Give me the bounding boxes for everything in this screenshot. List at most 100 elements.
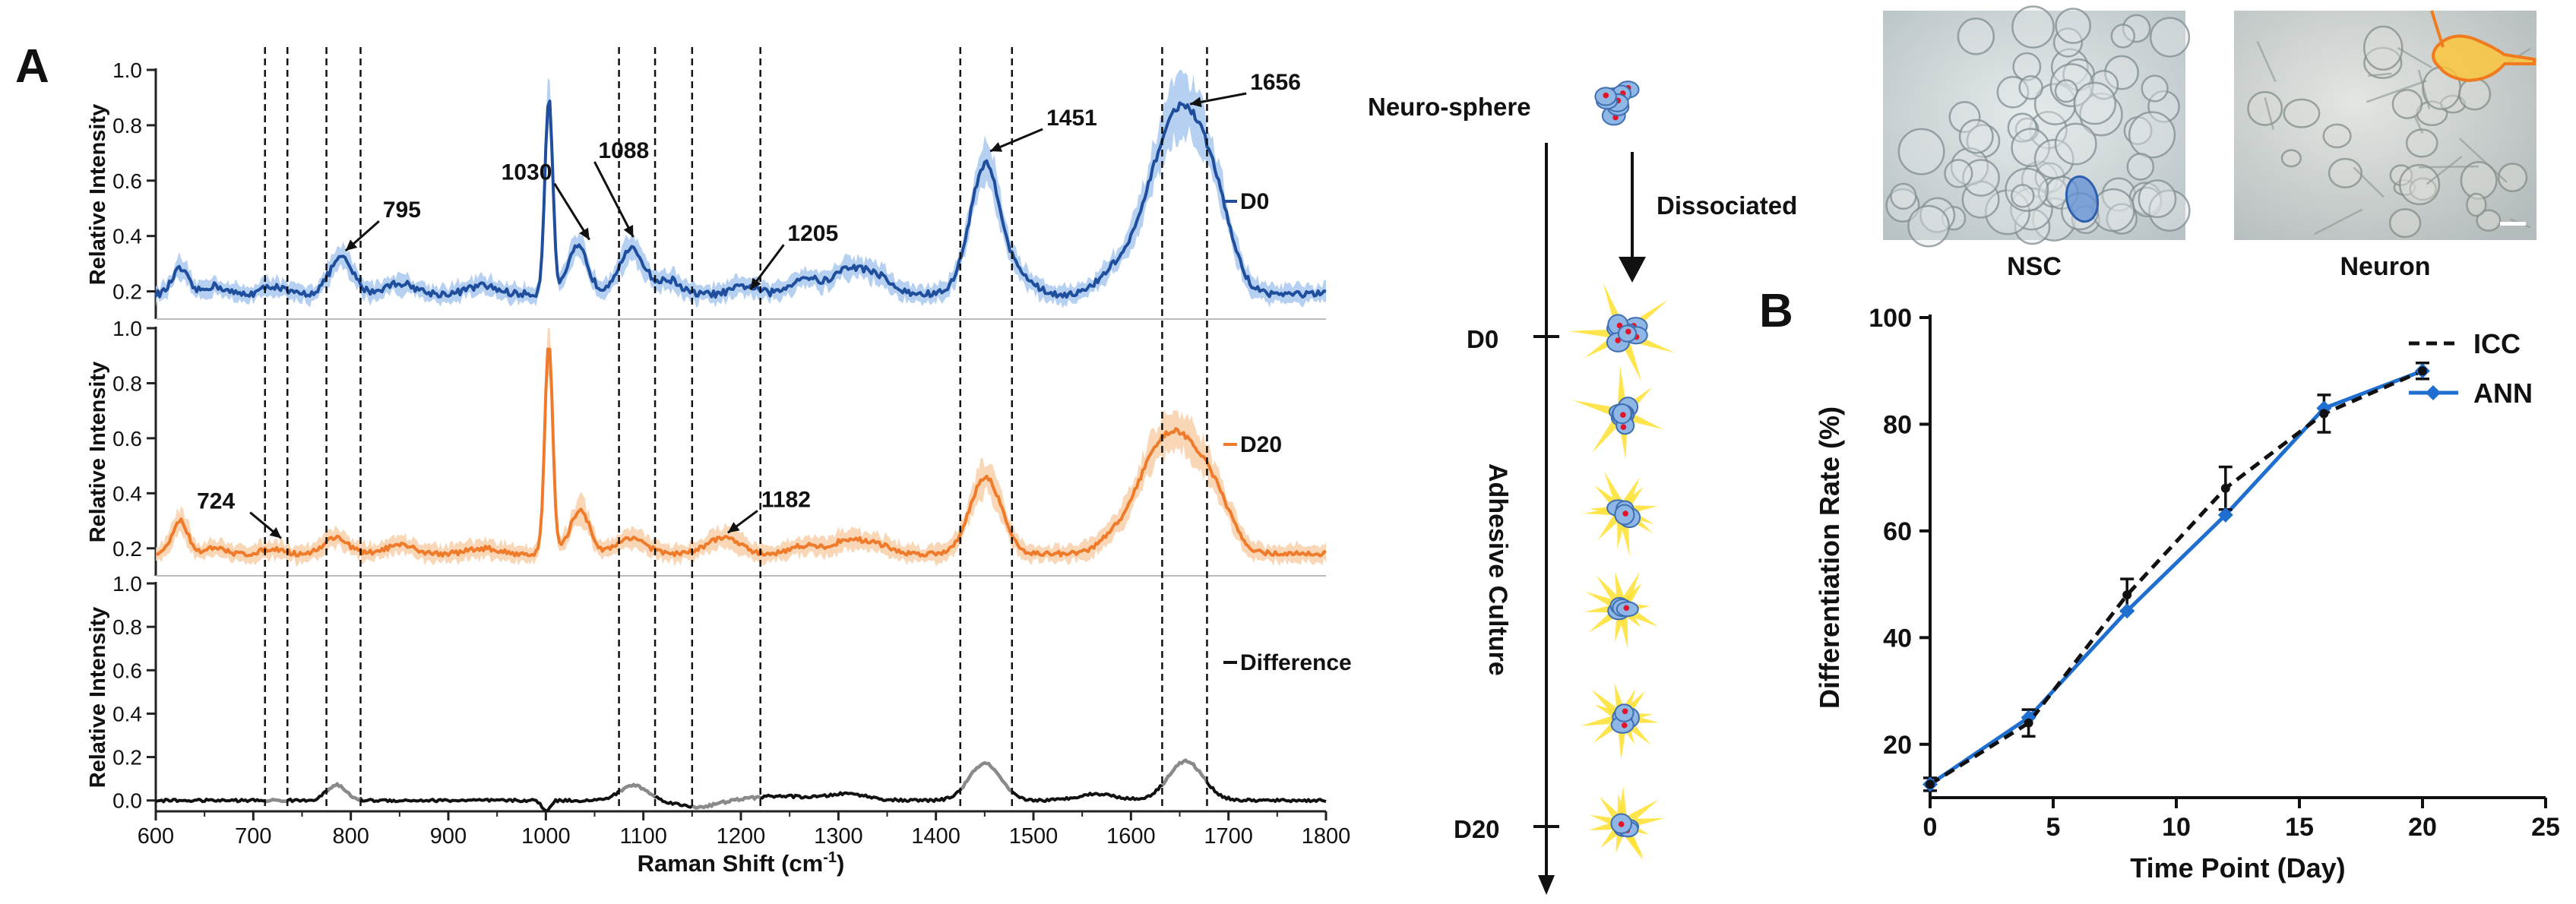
y-tick-label-diff: 1.0 <box>112 572 142 596</box>
nucleus <box>1603 92 1609 99</box>
nsc-cell-outline <box>2149 17 2191 58</box>
difference-region-highlight <box>691 795 761 811</box>
neuron-cell-outline <box>2280 149 2302 168</box>
neuron-process <box>2458 137 2508 183</box>
difference-region-highlight <box>326 782 362 802</box>
dissociation-arrowhead <box>1619 257 1646 283</box>
difference-region-highlight <box>619 782 657 798</box>
neuron-cell-outline <box>2283 98 2321 128</box>
legend-label-ann: ANN <box>2473 378 2533 409</box>
y-axis-label-d0: Relative Intensity <box>86 104 110 286</box>
nucleus <box>1615 337 1621 343</box>
nsc-cell-outline <box>2106 203 2138 235</box>
y-axis-label: Differentiation Rate (%) <box>1814 406 1845 709</box>
x-tick-label: 1700 <box>1204 824 1253 849</box>
y-tick-label-d0: 0.4 <box>112 225 142 248</box>
x-tick-label: 1400 <box>911 824 960 849</box>
annotation-arrowhead-1030 <box>579 227 590 240</box>
y-tick-label: 80 <box>1883 410 1912 439</box>
nsc-cell-outline <box>1957 17 1995 55</box>
legend-label-d20: D20 <box>1240 432 1282 457</box>
neuron-process <box>2417 69 2431 109</box>
data-point-icc <box>2319 409 2329 419</box>
cell-clusters <box>1568 81 1676 861</box>
neuron-cell-outline <box>2476 209 2502 232</box>
micrograph-nsc: NSC <box>1883 5 2191 281</box>
neuron-cell-outline <box>2322 123 2352 149</box>
y-tick-label-d20: 1.0 <box>112 317 142 340</box>
annotation-label-1088: 1088 <box>598 138 649 163</box>
neuron-process <box>2366 80 2427 103</box>
nucleus <box>1620 424 1627 430</box>
y-tick-label: 20 <box>1883 731 1912 760</box>
x-tick-label: 1200 <box>717 824 766 849</box>
annotation-arrowhead-1205 <box>750 277 761 290</box>
neuron-process <box>2264 96 2275 131</box>
neuron-process <box>2353 166 2385 198</box>
x-tick-label: 900 <box>430 824 467 849</box>
panel-label-b: B <box>1759 285 1793 337</box>
y-tick-label-d20: 0.4 <box>112 482 142 505</box>
nsc-cell-outline <box>2018 74 2043 100</box>
y-tick-label-diff: 0.0 <box>112 789 142 813</box>
nsc-cell-outline <box>2054 79 2078 103</box>
x-tick-label: 5 <box>2046 813 2061 842</box>
annotation-label-795: 795 <box>383 198 421 223</box>
micrograph-neuron: Neuron <box>2234 10 2536 281</box>
data-point-icc <box>2418 366 2427 376</box>
annotation-arrowhead-795 <box>345 239 358 251</box>
annotation-arrowhead-1656 <box>1190 96 1202 108</box>
nsc-cell-outline <box>1890 182 1917 210</box>
nsc-cell-outline <box>2138 179 2177 219</box>
nucleus <box>1618 821 1625 827</box>
annotation-label-724: 724 <box>197 489 235 514</box>
y-tick-label-d0: 0.2 <box>112 280 142 304</box>
y-tick-label: 60 <box>1883 517 1912 546</box>
spectrum-line-d0 <box>154 100 1327 299</box>
adhesive-culture-label: Adhesive Culture <box>1483 463 1512 676</box>
nsc-label: NSC <box>2007 252 2062 281</box>
x-tick-label: 0 <box>1923 813 1938 842</box>
neuron-cell-outline <box>2466 192 2487 217</box>
neuron-cell-outline <box>2363 25 2404 71</box>
nucleus <box>1622 708 1628 715</box>
annotation-arrow-1030 <box>553 182 590 241</box>
scale-bar <box>2500 222 2526 226</box>
nsc-cell-outline <box>2079 92 2123 137</box>
x-tick-label: 10 <box>2162 813 2191 842</box>
y-tick-label: 100 <box>1869 304 1912 333</box>
timeline-d0-label: D0 <box>1467 325 1498 353</box>
difference-region-highlight <box>960 760 1013 793</box>
neuron-cell-outline <box>2328 157 2362 188</box>
cluster-stage-5 <box>1581 682 1660 761</box>
series-line-icc <box>1929 368 2423 786</box>
spectrum-line-d20 <box>155 347 1327 558</box>
neuron-process <box>2256 40 2277 83</box>
y-tick-label-d0: 0.6 <box>112 169 142 193</box>
nsc-cell-outline <box>2011 128 2050 167</box>
nsc-cell-outline <box>2054 122 2097 166</box>
x-axis-label: Time Point (Day) <box>2130 852 2345 883</box>
data-point-ann <box>2217 507 2233 523</box>
nsc-cell-outline <box>1897 128 1945 175</box>
data-point-icc <box>1926 779 1935 789</box>
y-tick-label-diff: 0.4 <box>112 702 142 725</box>
annotation-arrowhead-1451 <box>990 141 1003 152</box>
x-tick-label: 1300 <box>814 824 863 849</box>
std-band-d0 <box>156 70 1326 308</box>
nsc-cell-outline <box>2033 138 2074 179</box>
y-axis-label-diff: Relative Intensity <box>86 607 110 789</box>
nsc-cell-outline <box>1885 188 1920 223</box>
neuron-label: Neuron <box>2340 252 2431 281</box>
y-tick-label-d20: 0.2 <box>112 537 142 561</box>
nsc-cell-outline <box>2012 52 2042 81</box>
nsc-cell-texture <box>1885 5 2191 248</box>
y-tick-label-d0: 1.0 <box>112 58 142 82</box>
data-point-icc <box>2024 718 2033 728</box>
nsc-cell-outline <box>2147 90 2180 123</box>
neuron-cell-outline <box>2388 208 2422 239</box>
difference-region-highlight <box>264 798 287 804</box>
data-point-ann <box>2119 603 2135 619</box>
y-tick-label-diff: 0.8 <box>112 615 142 639</box>
